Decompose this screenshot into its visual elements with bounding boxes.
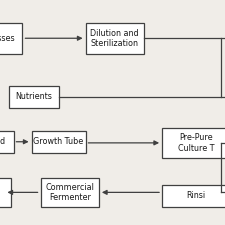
FancyBboxPatch shape	[0, 22, 22, 54]
Text: Pre-Pure
Culture T: Pre-Pure Culture T	[178, 133, 214, 153]
FancyBboxPatch shape	[32, 130, 86, 153]
FancyBboxPatch shape	[162, 128, 225, 158]
Text: Commercial
Fermenter: Commercial Fermenter	[45, 183, 94, 202]
FancyBboxPatch shape	[9, 86, 58, 108]
Text: Nutrients: Nutrients	[15, 92, 52, 101]
FancyBboxPatch shape	[0, 130, 14, 153]
FancyBboxPatch shape	[86, 22, 144, 54]
FancyBboxPatch shape	[0, 178, 11, 207]
Text: d: d	[0, 137, 5, 146]
Text: lasses: lasses	[0, 34, 15, 43]
Text: Rinsi: Rinsi	[186, 191, 205, 200]
FancyBboxPatch shape	[40, 178, 99, 207]
Text: Dilution and
Sterilization: Dilution and Sterilization	[90, 29, 139, 48]
Text: Growth Tube: Growth Tube	[33, 137, 84, 146]
FancyBboxPatch shape	[162, 184, 225, 207]
